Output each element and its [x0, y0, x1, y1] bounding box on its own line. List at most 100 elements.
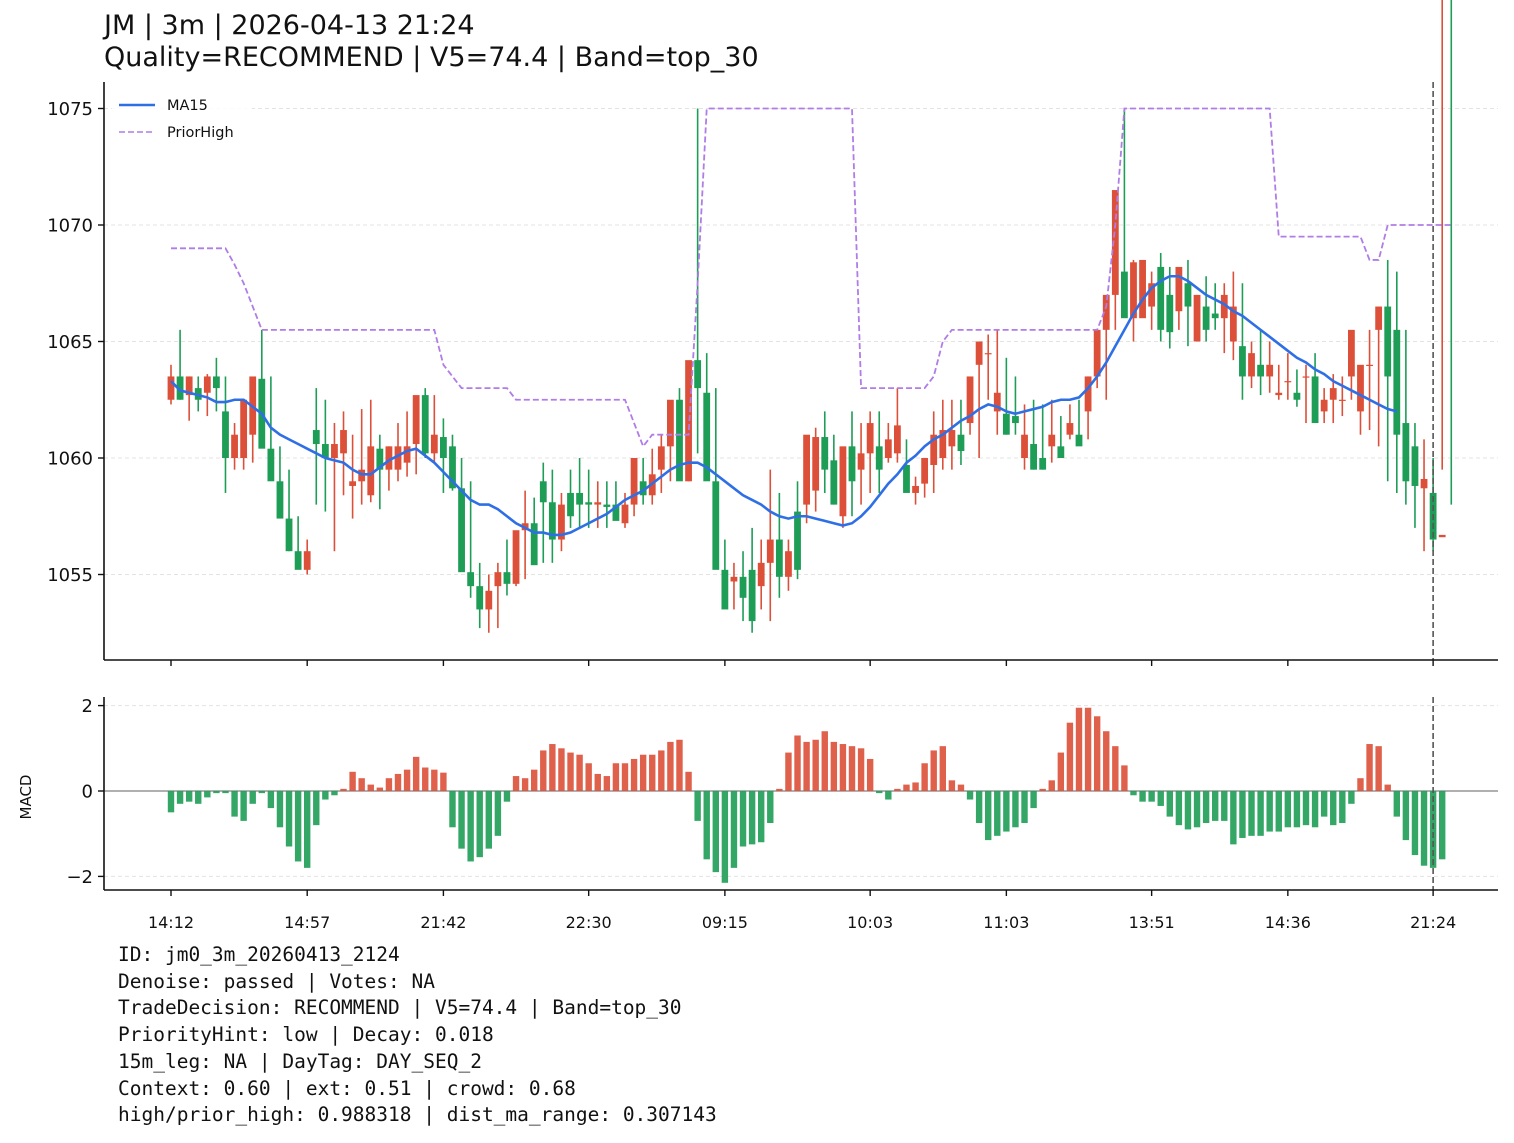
candle-body: [530, 523, 538, 566]
candle-body: [830, 460, 838, 505]
candle-body: [312, 430, 320, 445]
candle-body: [276, 481, 284, 519]
macd-bar: [440, 772, 447, 791]
legend-priorhigh-label: PriorHigh: [167, 125, 234, 141]
candle-body: [775, 539, 783, 577]
candle-body: [203, 376, 211, 393]
info-line-denoise: Denoise: passed | Votes: NA: [118, 969, 435, 993]
candle-body: [1021, 434, 1028, 458]
candle-body: [1393, 329, 1401, 435]
x-tick-label: 14:57: [284, 913, 330, 932]
chart-title: JM | 3m | 2026-04-13 21:24 Quality=RECOM…: [104, 10, 759, 74]
candle-body: [240, 399, 248, 458]
macd-bar: [1012, 791, 1019, 828]
axes: 1055 1060 1065 1070 1075 −2 0 2 14:12 14:57 21:42 2…: [47, 82, 1498, 932]
candle-body: [712, 481, 720, 570]
legend-box: [112, 92, 252, 146]
candle-body: [494, 572, 502, 587]
macd-bar: [222, 791, 229, 794]
macd-bar: [358, 778, 365, 791]
macd-y-tick-label: −2: [66, 867, 93, 888]
macd-bar: [1202, 791, 1210, 824]
info-line-trade-decision: TradeDecision: RECOMMEND | V5=74.4 | Ban…: [118, 996, 682, 1020]
macd-bar: [794, 735, 801, 791]
candle-body: [267, 448, 275, 482]
macd-bar: [748, 791, 756, 845]
x-tick-label: 21:42: [420, 913, 466, 932]
ma15-line: [170, 274, 1398, 537]
macd-bar: [340, 788, 347, 791]
candle-body: [603, 504, 611, 507]
candle-body: [730, 576, 738, 582]
candle-body: [1139, 259, 1146, 319]
info-block: ID: jm0_3m_20260413_2124 Denoise: passed …: [118, 942, 717, 1129]
candle-body: [785, 551, 792, 577]
candle-body: [1012, 416, 1019, 424]
macd-bar: [921, 763, 928, 791]
macd-bar: [1420, 791, 1428, 866]
macd-bar: [367, 784, 374, 791]
macd-bar: [1266, 791, 1273, 832]
legend-ma15-label: MA15: [167, 98, 208, 114]
macd-bar: [948, 780, 956, 791]
price-y-tick-label: 1065: [47, 332, 93, 353]
candle-body: [975, 341, 983, 365]
candle-body: [794, 511, 801, 570]
macd-bar: [285, 791, 293, 847]
macd-bar: [485, 791, 492, 849]
price-y-tick-label: 1070: [47, 216, 93, 237]
macd-bar: [1103, 731, 1110, 791]
candle-body: [412, 395, 420, 445]
macd-bar: [830, 741, 838, 791]
macd-bar: [676, 739, 683, 791]
candle-body: [639, 481, 647, 496]
macd-bar: [249, 791, 256, 804]
macd-bar: [267, 791, 275, 809]
chart-title-line-2: Quality=RECOMMEND | V5=74.4 | Band=top_3…: [104, 42, 759, 73]
candle-body: [1039, 458, 1047, 470]
candle-body: [894, 425, 901, 454]
candle-body: [1384, 306, 1392, 377]
macd-bar: [894, 788, 901, 791]
candle-body: [1293, 392, 1301, 400]
candle-body: [939, 430, 947, 458]
macd-bar: [603, 776, 611, 791]
macd-bar: [1311, 791, 1319, 828]
macd-bar: [1348, 791, 1355, 804]
macd-bar: [612, 763, 620, 791]
candle-body: [167, 376, 175, 400]
candle-body: [476, 586, 484, 610]
candle-body: [1438, 534, 1446, 538]
candle-body: [458, 488, 465, 573]
candle-body: [539, 481, 547, 503]
macd-bar: [1112, 746, 1119, 791]
macd-bar: [540, 750, 547, 791]
macd-y-tick-label: 0: [82, 782, 93, 803]
info-line-ratios: high/prior_high: 0.988318 | dist_ma_rang…: [118, 1103, 717, 1127]
candle-body: [222, 411, 229, 458]
macd-bar: [1121, 765, 1128, 791]
macd-bar: [376, 787, 384, 791]
macd-bar: [1030, 791, 1037, 809]
macd-bar: [1320, 791, 1328, 817]
macd-bar: [258, 791, 265, 794]
x-tick-label: 13:51: [1129, 913, 1175, 932]
macd-bar: [585, 763, 592, 791]
candle-body: [1329, 388, 1337, 400]
candle-body: [1338, 399, 1346, 401]
priorhigh-line: [171, 107, 1452, 449]
candle-body: [857, 453, 865, 470]
macd-bar: [204, 791, 211, 798]
info-line-priority: PriorityHint: low | Decay: 0.018: [118, 1023, 494, 1047]
macd-bar: [1048, 780, 1055, 791]
price-lines: [170, 107, 1452, 537]
price-candles: [167, 0, 1453, 633]
candle-body: [1211, 313, 1219, 319]
candle-body: [331, 444, 338, 458]
candle-body: [903, 464, 910, 493]
macd-bar: [1066, 722, 1074, 791]
candle-body: [966, 376, 974, 424]
candle-body: [1002, 413, 1010, 435]
candle-body: [213, 376, 220, 389]
macd-bar: [1429, 791, 1437, 868]
